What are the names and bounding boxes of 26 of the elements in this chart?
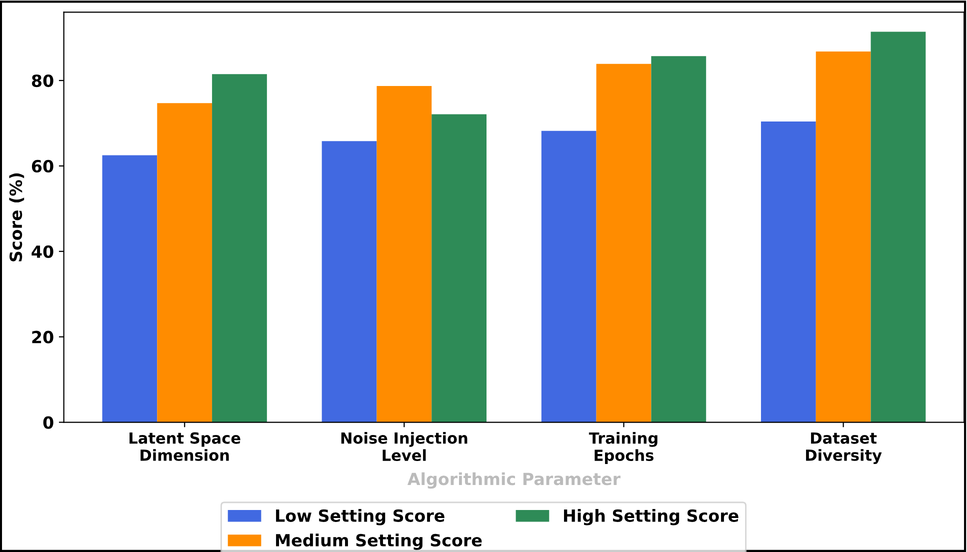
y-tick-label: 0 (43, 416, 54, 429)
bar (541, 130, 596, 422)
legend-label: Medium Setting Score (276, 534, 482, 550)
x-tick-label: Training Epochs (588, 432, 658, 464)
bar (816, 51, 871, 422)
bar (102, 155, 158, 422)
y-tick-label: 40 (32, 245, 54, 258)
x-tick-label: Dataset Diversity (806, 432, 882, 464)
bar (376, 86, 432, 422)
x-tick-label: Noise Injection Level (341, 432, 468, 462)
legend-label: Low Setting Score (276, 509, 444, 526)
y-tick-label: 60 (32, 160, 54, 173)
bar (157, 103, 212, 422)
y-tick-label: 80 (32, 74, 54, 88)
bar (760, 122, 816, 422)
bar (651, 56, 706, 422)
x-axis-title: Algorithmic Parameter (407, 472, 620, 489)
bar (596, 64, 652, 422)
bar (870, 32, 926, 422)
bar (212, 74, 267, 422)
y-tick-label: 20 (32, 330, 54, 344)
bar (322, 141, 377, 422)
bar (432, 114, 487, 422)
x-tick-label: Latent Space Dimension (130, 432, 240, 461)
legend-label: High Setting Score (564, 509, 738, 526)
y-axis-title: Score (%) (9, 173, 24, 262)
